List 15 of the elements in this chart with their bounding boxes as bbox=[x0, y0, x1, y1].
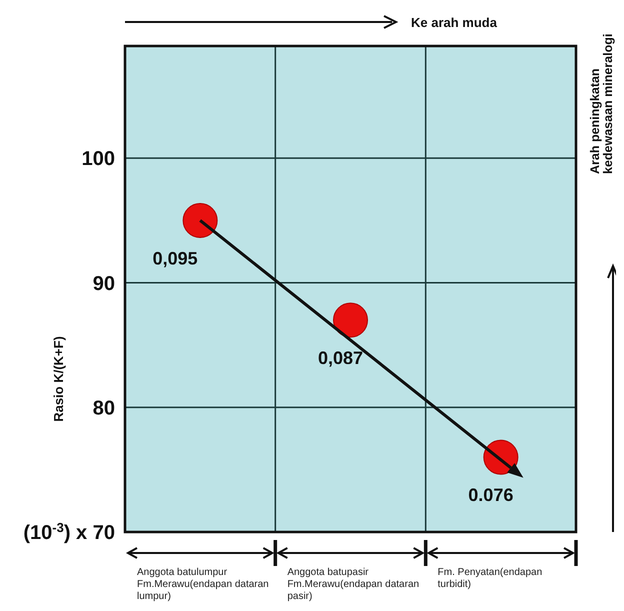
y-axis-title: Rasio K/(K+F) bbox=[51, 336, 66, 422]
x-tick-label: Anggota batupasir Fm.Merawu(endapan dataran pasir) bbox=[287, 567, 420, 602]
text: Arah peningkatan kedewasaan mineralogi bbox=[588, 34, 615, 174]
annotation: 0,095 bbox=[152, 248, 198, 268]
point bbox=[333, 302, 368, 338]
y-tick-label: (10$^{-3}$) x 70 bbox=[23, 520, 115, 544]
annotation: 0.076 bbox=[468, 485, 514, 506]
text: Ke arah muda bbox=[411, 15, 498, 30]
y-tick-label: 90 bbox=[92, 272, 115, 295]
x-tick-label: Fm. Penyatan(endapan turbidit) bbox=[438, 567, 542, 590]
y-tick-label: 100 bbox=[82, 148, 115, 170]
point bbox=[182, 202, 218, 238]
y-tick-label: 80 bbox=[92, 397, 115, 420]
x-tick-label: Anggota batulumpur Fm.Merawu(endapan dataran lumpur) bbox=[137, 567, 269, 602]
annotation: 0,087 bbox=[318, 348, 364, 368]
